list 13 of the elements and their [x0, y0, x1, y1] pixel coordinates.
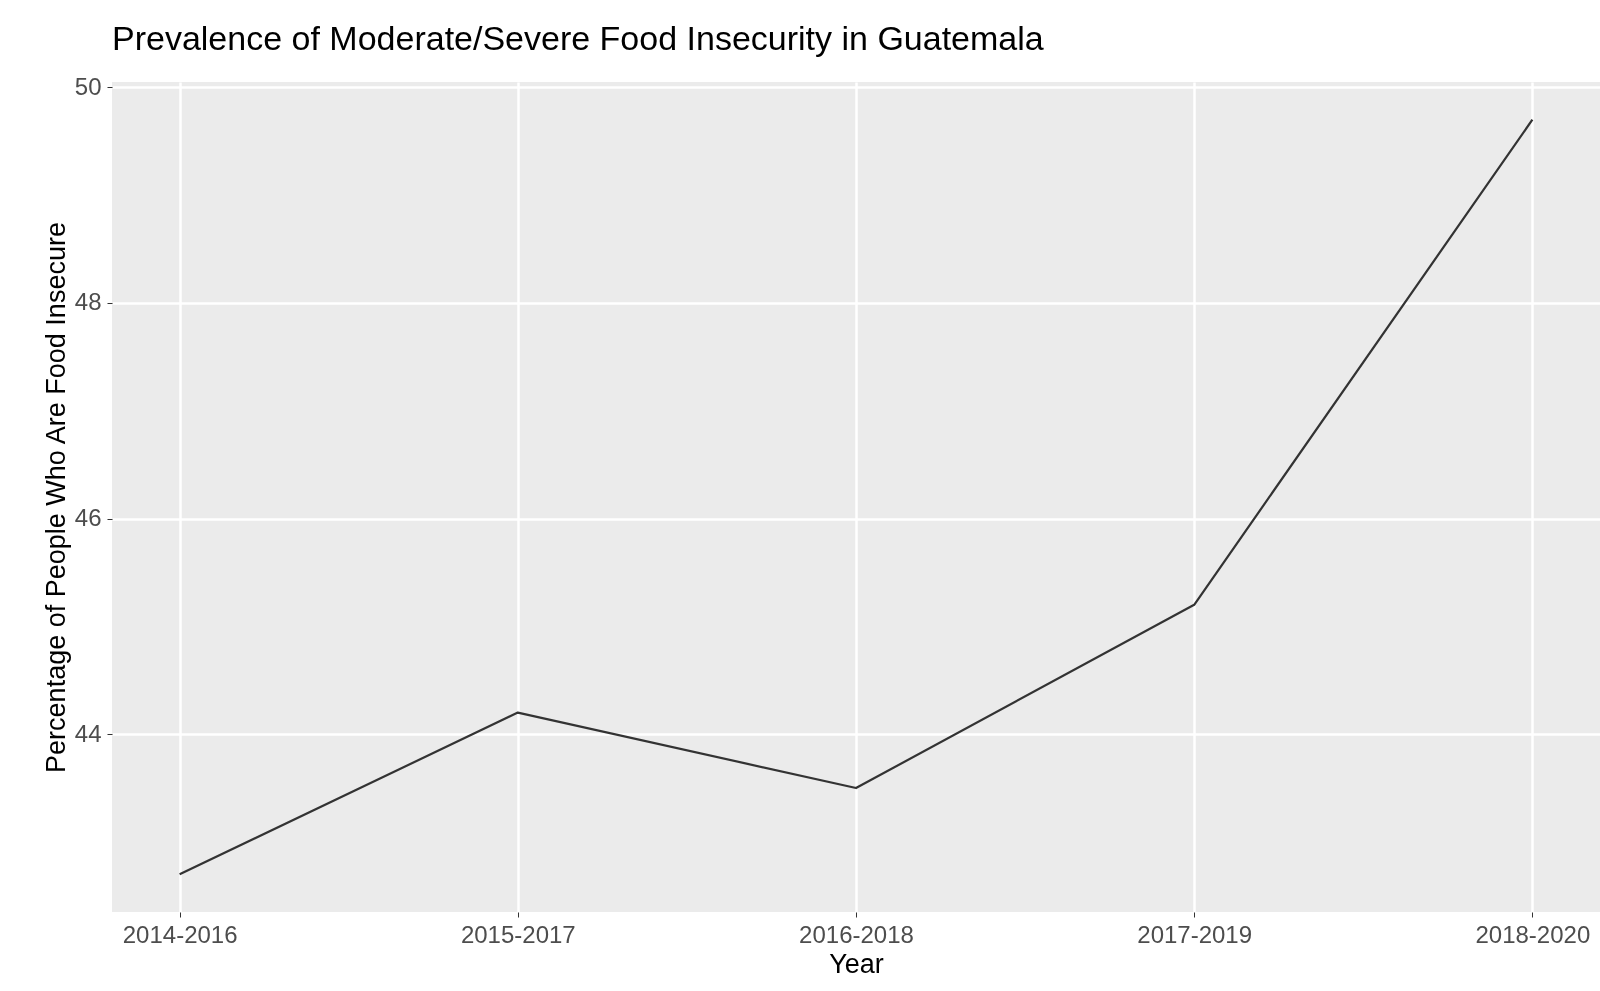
x-tick-label: 2014-2016: [122, 920, 238, 948]
y-tick-label: 44: [74, 719, 102, 747]
x-tick-label: 2017-2019: [1137, 920, 1253, 948]
y-axis-title: Percentage of People Who Are Food Insecure: [40, 222, 71, 773]
x-tick-label: 2018-2020: [1475, 920, 1591, 948]
y-tick-label: 48: [74, 288, 102, 316]
x-tick-label: 2015-2017: [460, 920, 576, 948]
x-tick-label: 2016-2018: [799, 920, 914, 948]
chart-title: Prevalence of Moderate/Severe Food Insecurity in Guatemala: [112, 19, 1044, 58]
x-axis-title: Year: [829, 948, 884, 979]
y-tick-label: 46: [74, 504, 102, 532]
line-series: [178, 118, 1534, 876]
y-tick-label: 50: [74, 72, 102, 100]
